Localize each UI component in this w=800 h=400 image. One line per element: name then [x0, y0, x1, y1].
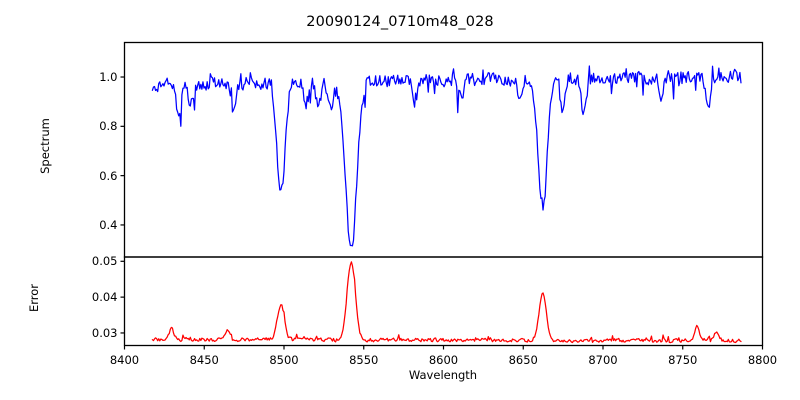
spectrum-y-tick-label: 1.0	[99, 70, 118, 85]
x-tick-label: 8700	[588, 352, 618, 367]
error-y-tick-label: 0.03	[91, 325, 118, 340]
spectrum-line	[151, 65, 742, 247]
spectrum-y-tick-label: 0.6	[99, 168, 118, 183]
x-tick-label: 8550	[349, 352, 379, 367]
figure-title: 20090124_0710m48_028	[306, 14, 494, 30]
x-tick-label: 8400	[109, 352, 140, 367]
x-tick-label: 8450	[189, 352, 219, 367]
wavelength-axis-label: Wavelength	[408, 368, 478, 382]
x-tick-label: 8500	[269, 352, 299, 367]
spectrum-y-tick-label: 0.8	[99, 119, 118, 134]
error-y-tick-label: 0.05	[91, 254, 118, 269]
x-tick-label: 8650	[508, 352, 538, 367]
error-panel-frame	[123, 256, 764, 347]
x-tick-label: 8600	[428, 352, 459, 367]
x-tick-label: 8750	[668, 352, 698, 367]
spectrum-y-tick-label: 0.4	[99, 217, 118, 232]
error-y-tick-label: 0.04	[91, 290, 118, 305]
x-tick-label: 8800	[747, 352, 778, 367]
error-line	[151, 261, 742, 344]
